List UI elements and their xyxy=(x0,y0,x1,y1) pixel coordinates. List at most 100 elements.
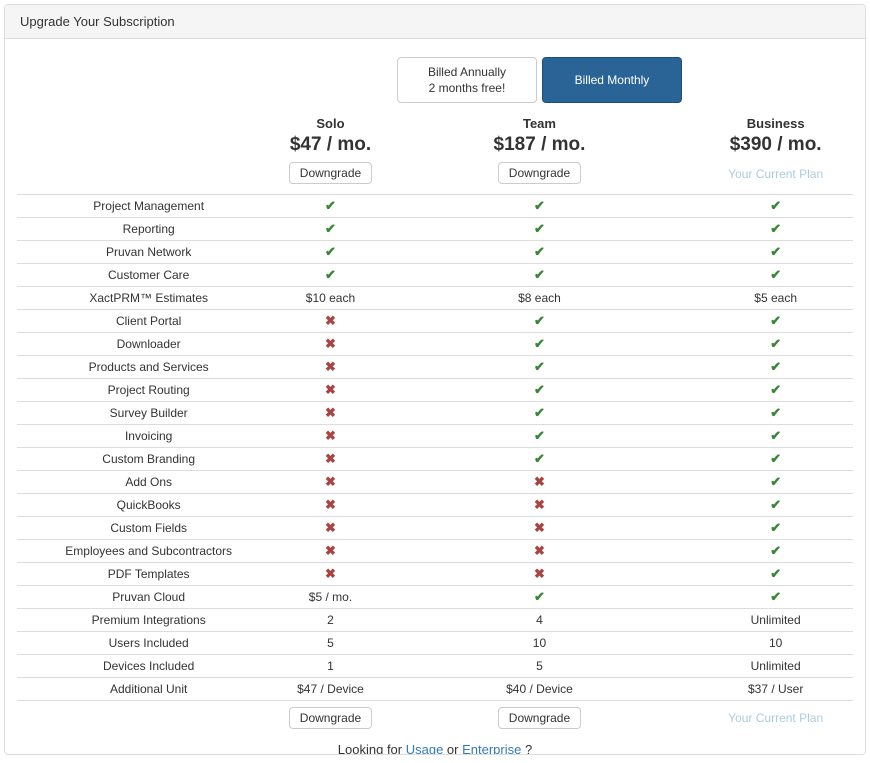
feature-value: $37 / User xyxy=(747,682,804,696)
feature-label: Downloader xyxy=(116,337,181,351)
footer-prefix: Looking for xyxy=(337,742,406,755)
plan-header-row: Solo $47 / mo. Downgrade Team $187 / mo.… xyxy=(17,113,853,195)
check-icon: ✔ xyxy=(770,267,782,282)
plan-price: $390 / mo. xyxy=(729,134,822,155)
check-icon: ✔ xyxy=(534,313,545,328)
check-icon: ✔ xyxy=(534,428,545,443)
feature-label: QuickBooks xyxy=(116,498,181,512)
plan-header-business: Business $390 / mo. Your Current Plan xyxy=(698,113,853,195)
your-current-plan-link-bottom[interactable]: Your Current Plan xyxy=(728,711,824,725)
cross-icon: ✖ xyxy=(325,451,336,466)
plan-price: $187 / mo. xyxy=(493,134,586,155)
check-icon: ✔ xyxy=(534,221,545,236)
feature-label: Pruvan Cloud xyxy=(112,590,186,604)
table-row: Invoicing ✖ ✔ ✔ xyxy=(17,424,853,448)
check-icon: ✔ xyxy=(770,543,782,558)
check-icon: ✔ xyxy=(770,336,782,351)
feature-value: Unlimited xyxy=(750,659,801,673)
billing-toggle-group: Billed Annually 2 months free! Billed Mo… xyxy=(396,57,682,103)
table-row: Downloader ✖ ✔ ✔ xyxy=(17,332,853,356)
check-icon: ✔ xyxy=(770,589,782,604)
table-row: QuickBooks ✖ ✖ ✔ xyxy=(17,493,853,517)
feature-label: Additional Unit xyxy=(109,682,188,696)
check-icon: ✔ xyxy=(770,359,782,374)
feature-label: Customer Care xyxy=(107,268,190,282)
enterprise-link[interactable]: Enterprise xyxy=(462,742,522,755)
feature-value: 10 xyxy=(532,636,547,650)
table-row: PDF Templates ✖ ✖ ✔ xyxy=(17,562,853,586)
check-icon: ✔ xyxy=(770,451,782,466)
feature-label: Invoicing xyxy=(124,429,173,443)
table-row: Employees and Subcontractors ✖ ✖ ✔ xyxy=(17,539,853,563)
table-row: Custom Branding ✖ ✔ ✔ xyxy=(17,447,853,471)
feature-label: Add Ons xyxy=(125,475,173,489)
downgrade-button-solo[interactable]: Downgrade xyxy=(288,162,373,184)
table-row: Project Routing ✖ ✔ ✔ xyxy=(17,378,853,402)
table-row: Client Portal ✖ ✔ ✔ xyxy=(17,309,853,333)
table-row: Devices Included 1 5 Unlimited xyxy=(17,654,853,678)
footer-note: Looking for Usage or Enterprise ? xyxy=(17,742,853,755)
table-row: Reporting ✔ ✔ ✔ xyxy=(17,217,853,241)
check-icon: ✔ xyxy=(534,451,545,466)
table-row: Custom Fields ✖ ✖ ✔ xyxy=(17,516,853,540)
check-icon: ✔ xyxy=(770,313,782,328)
feature-value: 5 xyxy=(327,636,334,650)
feature-label: Survey Builder xyxy=(109,406,188,420)
check-icon: ✔ xyxy=(534,244,545,259)
cross-icon: ✖ xyxy=(325,336,336,351)
cross-icon: ✖ xyxy=(325,566,336,581)
feature-label: Client Portal xyxy=(115,314,182,328)
feature-label: Users Included xyxy=(108,636,189,650)
feature-label: Custom Branding xyxy=(102,452,196,466)
check-icon: ✔ xyxy=(770,198,782,213)
check-icon: ✔ xyxy=(534,359,545,374)
check-icon: ✔ xyxy=(325,244,336,259)
check-icon: ✔ xyxy=(770,566,782,581)
feature-value: $8 each xyxy=(518,291,561,305)
bottom-actions-row: Downgrade Downgrade Your Current Plan xyxy=(17,700,853,733)
check-icon: ✔ xyxy=(534,336,545,351)
plan-header-solo: Solo $47 / mo. Downgrade xyxy=(280,113,380,195)
feature-label: Devices Included xyxy=(102,659,195,673)
downgrade-button-solo-bottom[interactable]: Downgrade xyxy=(288,707,373,729)
feature-value: Unlimited xyxy=(750,613,801,627)
feature-value: 2 xyxy=(327,613,334,627)
table-row: Users Included 5 10 10 xyxy=(17,631,853,655)
check-icon: ✔ xyxy=(770,474,782,489)
cross-icon: ✖ xyxy=(325,405,336,420)
downgrade-button-team[interactable]: Downgrade xyxy=(497,162,582,184)
downgrade-button-team-bottom[interactable]: Downgrade xyxy=(497,707,582,729)
cross-icon: ✖ xyxy=(325,520,336,535)
plan-price: $47 / mo. xyxy=(289,134,372,155)
usage-link[interactable]: Usage xyxy=(405,742,444,755)
feature-label: Reporting xyxy=(122,222,175,236)
check-icon: ✔ xyxy=(325,198,336,213)
feature-label: Project Management xyxy=(93,199,205,213)
check-icon: ✔ xyxy=(534,198,545,213)
feature-label: Pruvan Network xyxy=(105,245,192,259)
your-current-plan-link[interactable]: Your Current Plan xyxy=(728,167,824,181)
feature-value: 4 xyxy=(536,613,543,627)
plan-name: Business xyxy=(746,116,805,131)
cross-icon: ✖ xyxy=(325,428,336,443)
check-icon: ✔ xyxy=(534,589,545,604)
feature-label: XactPRM™ Estimates xyxy=(89,291,209,305)
billed-monthly-button[interactable]: Billed Monthly xyxy=(541,57,682,103)
feature-label: Project Routing xyxy=(107,383,190,397)
cross-icon: ✖ xyxy=(325,543,336,558)
feature-value: $5 / mo. xyxy=(308,590,353,604)
check-icon: ✔ xyxy=(770,428,782,443)
billed-annually-button[interactable]: Billed Annually 2 months free! xyxy=(396,57,537,103)
upgrade-subscription-panel: Upgrade Your Subscription Billed Annuall… xyxy=(4,4,866,755)
cross-icon: ✖ xyxy=(325,313,336,328)
cross-icon: ✖ xyxy=(325,359,336,374)
cross-icon: ✖ xyxy=(534,566,545,581)
feature-value: 10 xyxy=(768,636,783,650)
table-row: Pruvan Network ✔ ✔ ✔ xyxy=(17,240,853,264)
table-row: Project Management ✔ ✔ ✔ xyxy=(17,194,853,218)
feature-value: $40 / Device xyxy=(506,682,573,696)
feature-value: 1 xyxy=(327,659,334,673)
table-row: Add Ons ✖ ✖ ✔ xyxy=(17,470,853,494)
cross-icon: ✖ xyxy=(534,543,545,558)
footer-middle: or xyxy=(443,742,463,755)
